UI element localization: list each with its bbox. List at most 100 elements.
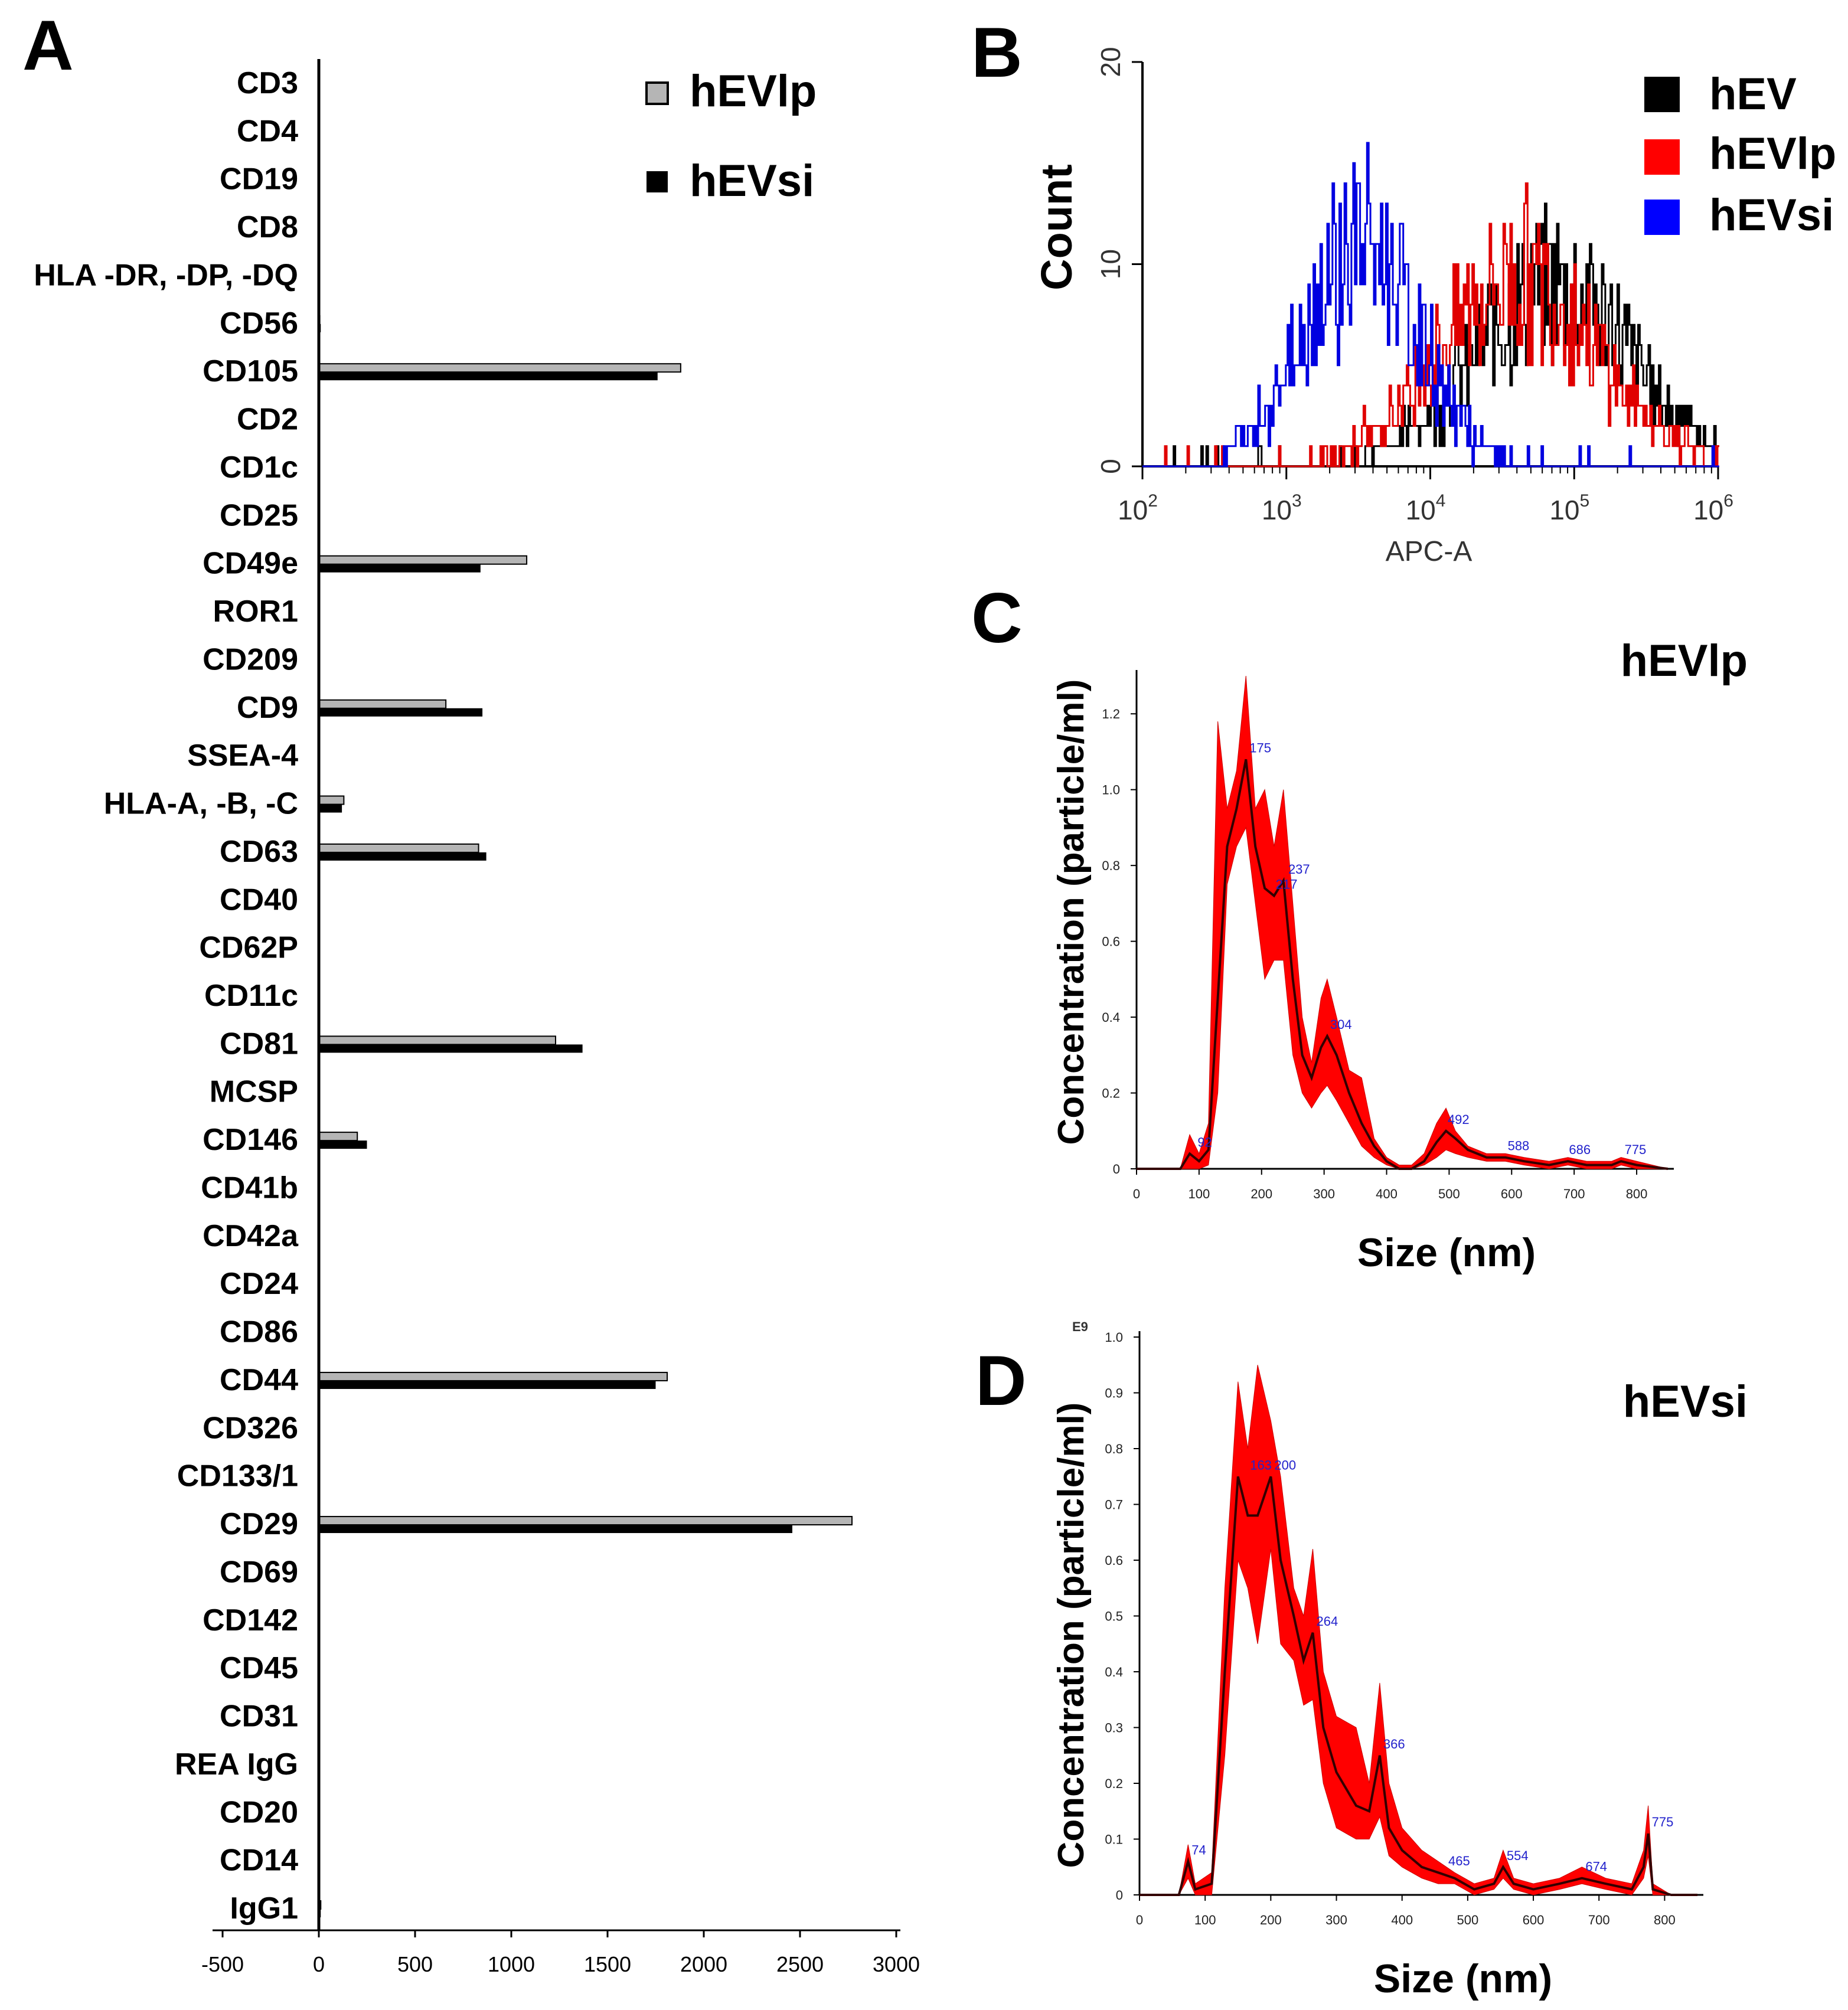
x-tick-label: 800 — [1626, 1187, 1648, 1201]
category-label: CD14 — [220, 1844, 298, 1878]
x-tick-label: 2000 — [680, 1952, 727, 1976]
peak-label: 163 — [1250, 1457, 1272, 1472]
x-tick-label: 700 — [1563, 1187, 1585, 1201]
legend-label-hev: hEV — [1709, 69, 1797, 119]
category-label: HLA -DR, -DP, -DQ — [34, 258, 298, 292]
y-tick-label: 0.1 — [1105, 1832, 1123, 1847]
panel-d-y-unit: E9 — [1072, 1319, 1088, 1334]
panel-c-y-label: Concentration (particle/ml) — [1051, 679, 1092, 1145]
y-tick-label: 0.7 — [1105, 1498, 1123, 1512]
bar-hevsi — [319, 1380, 656, 1389]
category-label: CD133/1 — [177, 1459, 298, 1493]
peak-label: 175 — [1249, 740, 1271, 755]
peak-label: 588 — [1508, 1139, 1530, 1153]
panel-b-series-lines — [1142, 142, 1719, 468]
bar-hevsi — [319, 1525, 792, 1534]
peak-label: 492 — [1448, 1112, 1470, 1127]
y-tick-label: 0 — [1116, 1888, 1123, 1903]
y-tick-label: 0.6 — [1102, 934, 1120, 949]
x-tick-label: 0 — [1136, 1913, 1143, 1927]
panel-b-legend: hEV hEVlp hEVsi — [1644, 69, 1836, 240]
panel-a-x-ticks: -500 0 500 1000 1500 2000 2500 3000 — [201, 1930, 920, 1976]
y-tick-label: 0.8 — [1102, 858, 1120, 873]
legend-swatch-hevsi — [647, 171, 668, 192]
y-tick-label: 0.6 — [1105, 1553, 1123, 1568]
x-tick-label: 600 — [1501, 1187, 1523, 1201]
bar-hevlp — [318, 1516, 853, 1526]
category-label: CD8 — [237, 210, 298, 244]
x-tick-label: 0 — [1133, 1187, 1140, 1201]
y-tick-label: 0.4 — [1105, 1665, 1123, 1679]
x-tick-label: 2500 — [776, 1952, 824, 1976]
peak-label: 92 — [1197, 1135, 1212, 1149]
category-label: CD62P — [199, 931, 298, 965]
x-tick-label: 300 — [1313, 1187, 1335, 1201]
y-tick-label: 0 — [1095, 459, 1126, 474]
peak-label: 264 — [1317, 1614, 1338, 1629]
x-tick-label: -500 — [201, 1952, 244, 1976]
peak-label: 775 — [1652, 1815, 1674, 1829]
category-label: MCSP — [210, 1075, 298, 1109]
category-label: IgG1 — [230, 1891, 298, 1926]
x-tick-label: 1000 — [488, 1952, 535, 1976]
bar-hevsi — [319, 564, 481, 573]
panel-c-title: hEVlp — [1621, 636, 1748, 686]
bar-hevsi — [319, 1140, 367, 1149]
category-label: CD3 — [237, 66, 298, 100]
mean-line — [1137, 759, 1669, 1170]
y-tick-label: 10 — [1095, 249, 1126, 279]
y-tick-label: 1.2 — [1102, 707, 1120, 721]
legend-label-hevlp-b: hEVlp — [1709, 129, 1836, 179]
legend-swatch-hev — [1644, 77, 1680, 112]
panel-a-category-labels: CD3 CD4 CD19 CD8 HLA -DR, -DP, -DQ CD56 CD105 C… — [34, 66, 299, 1926]
mean-line — [1140, 1476, 1697, 1896]
category-label: CD29 — [220, 1507, 298, 1541]
y-tick-label: 0.2 — [1102, 1086, 1120, 1101]
category-label: CD45 — [220, 1651, 298, 1685]
category-label: HLA-A, -B, -C — [104, 787, 298, 821]
x-tick-label: 400 — [1391, 1913, 1413, 1927]
category-label: CD63 — [220, 835, 298, 869]
bar-hevlp — [318, 1371, 668, 1381]
panel-b-x-label: APC-A — [1386, 536, 1472, 567]
category-label: CD86 — [220, 1315, 298, 1349]
panel-d-size-distribution: 0 100 200 300 400 500 600 700 800 0 0.1 0.2 0.3 0.4 0.… — [1051, 1319, 1748, 2001]
bar-hevsi — [319, 804, 342, 813]
x-tick-label: 104 — [1406, 491, 1446, 525]
legend-label-hevlp: hEVlp — [690, 66, 817, 116]
x-tick-label: 0 — [313, 1952, 325, 1976]
panel-label-b: B — [971, 13, 1023, 92]
error-band — [1140, 1365, 1697, 1895]
x-tick-label: 500 — [1457, 1913, 1479, 1927]
category-label: CD40 — [220, 883, 298, 917]
category-label: CD19 — [220, 162, 298, 197]
category-label: CD31 — [220, 1699, 298, 1734]
bar-hevsi — [319, 708, 483, 717]
panel-c-x-label: Size (nm) — [1357, 1230, 1536, 1275]
category-label: CD209 — [203, 642, 298, 676]
panel-d-y-label: Concentration (particle/ml) — [1051, 1403, 1092, 1868]
category-label: CD11c — [204, 979, 298, 1013]
y-tick-label: 1.0 — [1102, 783, 1120, 798]
x-tick-label: 500 — [397, 1952, 433, 1976]
peak-label: 554 — [1507, 1848, 1529, 1863]
panel-b-y-label: Count — [1032, 164, 1081, 290]
bar-hevlp — [318, 555, 528, 565]
peak-label: 686 — [1569, 1142, 1591, 1157]
peak-label: 775 — [1625, 1142, 1647, 1157]
y-tick-label: 0.2 — [1105, 1776, 1123, 1791]
y-tick-label: 1.0 — [1105, 1330, 1123, 1345]
histogram-line-hevsi — [1142, 142, 1719, 468]
category-label: CD42a — [203, 1219, 299, 1253]
peak-label: 674 — [1585, 1859, 1607, 1874]
category-label: REA IgG — [175, 1747, 298, 1782]
category-label: CD2 — [237, 403, 298, 437]
x-tick-label: 400 — [1376, 1187, 1398, 1201]
y-tick-label: 0 — [1113, 1162, 1120, 1176]
panel-a-bar-chart: CD3 CD4 CD19 CD8 HLA -DR, -DP, -DQ CD56 CD105 C… — [34, 59, 920, 1976]
y-tick-label: 0.4 — [1102, 1010, 1120, 1025]
